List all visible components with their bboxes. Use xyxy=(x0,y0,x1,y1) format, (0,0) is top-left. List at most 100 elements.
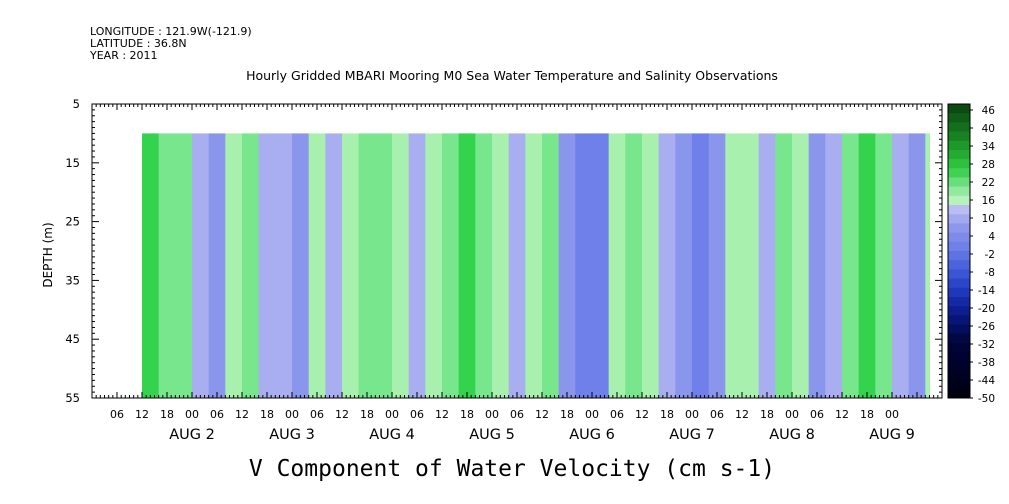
heatmap-cell xyxy=(758,133,776,398)
x-hour-label: 06 xyxy=(310,408,324,421)
longitude-text: LONGITUDE : 121.9W(-121.9) xyxy=(90,25,252,38)
x-hour-label: 00 xyxy=(885,408,899,421)
heatmap-cell xyxy=(708,133,726,398)
colorbar-segment xyxy=(948,269,970,279)
heatmap-cell xyxy=(208,133,226,398)
x-hour-label: 06 xyxy=(410,408,424,421)
y-tick-label: 55 xyxy=(65,391,80,405)
colorbar-label: 10 xyxy=(982,213,995,225)
heatmap-cell xyxy=(725,133,743,398)
heatmap-cell xyxy=(925,133,930,398)
x-day-label: AUG 9 xyxy=(869,427,915,443)
heatmap-cell xyxy=(858,133,876,398)
heatmap-cell xyxy=(742,133,760,398)
colorbar-label: -26 xyxy=(978,321,995,333)
colorbar-label: 4 xyxy=(988,231,995,243)
colorbar-label: 16 xyxy=(982,195,996,207)
x-hour-label: 06 xyxy=(510,408,524,421)
heatmap-cell xyxy=(675,133,693,398)
x-hour-label: 00 xyxy=(685,408,699,421)
colorbar-label: 40 xyxy=(982,123,995,135)
x-hour-label: 00 xyxy=(785,408,799,421)
x-hour-label: 00 xyxy=(585,408,599,421)
heatmap-cell xyxy=(408,133,426,398)
colorbar-segment xyxy=(948,140,970,151)
colorbar-label: 46 xyxy=(982,105,996,117)
colorbar-label: -20 xyxy=(978,303,995,315)
colorbar-label: 22 xyxy=(982,177,995,189)
heatmap-cell xyxy=(492,133,510,398)
colorbar-segment xyxy=(948,296,970,307)
colorbar-segment xyxy=(948,333,970,344)
heatmap-cell xyxy=(542,133,560,398)
x-hour-label: 18 xyxy=(860,408,874,421)
colorbar-segment xyxy=(948,131,970,142)
colorbar-frame xyxy=(947,103,971,399)
x-hour-label: 00 xyxy=(185,408,199,421)
heatmap-cell xyxy=(625,133,643,398)
colorbar-segment xyxy=(948,177,970,188)
y-tick-label: 45 xyxy=(65,332,80,346)
heatmap-cell xyxy=(575,133,593,398)
heatmap-cell xyxy=(308,133,326,398)
x-hour-label: 18 xyxy=(460,408,474,421)
heatmap-cell xyxy=(558,133,576,398)
colorbar-segment xyxy=(948,168,970,178)
colorbar-segment xyxy=(948,149,970,160)
x-hour-label: 06 xyxy=(710,408,724,421)
heatmap-layer xyxy=(142,133,930,398)
x-day-label: AUG 3 xyxy=(269,427,315,443)
colorbar-label: 34 xyxy=(982,141,996,153)
colorbar-segment xyxy=(948,214,970,224)
colorbar-segment xyxy=(948,260,970,270)
heatmap-cell xyxy=(908,133,926,398)
heatmap-cell xyxy=(608,133,626,398)
y-axis-label: DEPTH (m) xyxy=(41,222,55,287)
x-hour-label: 18 xyxy=(260,408,274,421)
x-hour-label: 18 xyxy=(660,408,674,421)
heatmap-cell xyxy=(508,133,526,398)
colorbar-segment xyxy=(948,388,970,399)
colorbar-segment xyxy=(948,315,970,325)
heatmap-cell xyxy=(825,133,843,398)
heatmap-cell xyxy=(258,133,276,398)
colorbar-segment xyxy=(948,379,970,390)
heatmap-cell xyxy=(442,133,460,398)
y-tick-label: 15 xyxy=(65,156,80,170)
heatmap-cell xyxy=(808,133,826,398)
colorbar-segment xyxy=(948,342,970,353)
colorbar-segment xyxy=(948,223,970,234)
colorbar-label: -38 xyxy=(978,357,995,369)
x-hour-label: 12 xyxy=(835,408,849,421)
x-day-label: AUG 4 xyxy=(369,427,415,443)
heatmap-cell xyxy=(325,133,343,398)
colorbar-segment xyxy=(948,306,970,316)
colorbar-label: -8 xyxy=(985,267,995,279)
colorbar-segment xyxy=(948,278,970,289)
x-hour-label: 18 xyxy=(360,408,374,421)
y-tick-label: 35 xyxy=(65,273,80,287)
colorbar-label: -2 xyxy=(985,249,995,261)
heatmap-cell xyxy=(592,133,610,398)
heatmap-cell xyxy=(892,133,910,398)
colorbar-segment xyxy=(948,232,970,243)
heatmap-cell xyxy=(192,133,210,398)
colorbar-label: 28 xyxy=(982,159,995,171)
heatmap-cell xyxy=(642,133,660,398)
x-hour-label: 18 xyxy=(160,408,174,421)
heatmap-cell xyxy=(175,133,193,398)
heatmap-cell xyxy=(225,133,243,398)
x-hour-label: 12 xyxy=(135,408,149,421)
colorbar-segment xyxy=(948,287,970,298)
colorbar-label: -14 xyxy=(978,285,995,297)
x-hour-label: 06 xyxy=(210,408,224,421)
heatmap-cell xyxy=(158,133,176,398)
colorbar-segment xyxy=(948,186,970,197)
colorbar-segment xyxy=(948,159,970,169)
colorbar-segment xyxy=(948,113,970,123)
heatmap-cell xyxy=(375,133,393,398)
heatmap-cell xyxy=(275,133,293,398)
colorbar-label: -32 xyxy=(978,339,995,351)
heatmap-cell xyxy=(658,133,676,398)
heatmap-cell xyxy=(792,133,810,398)
